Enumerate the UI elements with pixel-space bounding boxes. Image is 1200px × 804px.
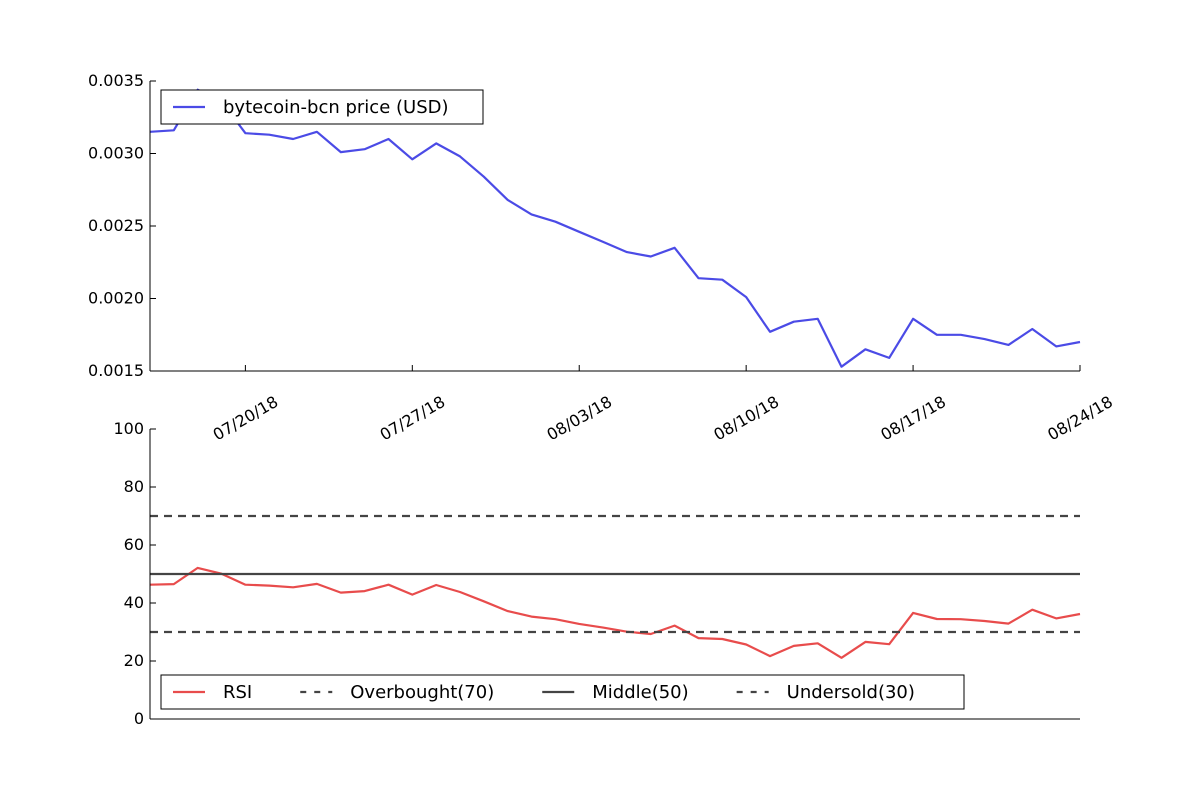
- y-tick-label: 40: [124, 593, 144, 612]
- y-tick-label: 80: [124, 477, 144, 496]
- y-tick-label: 0.0035: [88, 71, 144, 90]
- y-tick-label: 0.0015: [88, 361, 144, 380]
- y-tick-label: 0.0020: [88, 289, 144, 308]
- y-tick-label: 0: [134, 709, 144, 728]
- y-tick-label: 60: [124, 535, 144, 554]
- y-tick-label: 0.0025: [88, 216, 144, 235]
- legend-label: Overbought(70): [350, 682, 494, 703]
- x-tick-label: 07/20/18: [210, 392, 282, 444]
- x-tick-label: 08/17/18: [877, 392, 949, 444]
- legend-label: RSI: [223, 682, 252, 703]
- price-panel: 0.0015 0.0020 0.0025 0.0030 0.0035 07/20/18 07…: [88, 71, 1116, 444]
- x-tick-label: 08/10/18: [710, 392, 782, 444]
- x-tick-label: 08/03/18: [543, 392, 615, 444]
- legend-box: [160, 89, 484, 125]
- legend-label: Undersold(30): [787, 682, 915, 703]
- legend-label: Middle(50): [592, 682, 688, 703]
- series-line-0-0: [149, 88, 1081, 368]
- legend-label: bytecoin-bcn price (USD): [223, 97, 449, 118]
- x-tick-label: 07/27/18: [377, 392, 449, 444]
- series-line-1-0: [149, 566, 1081, 659]
- rsi-panel: 0 20 40 60 80 100 RSI Overbought(70) Middle(50) U…: [113, 419, 1081, 728]
- y-tick-label: 100: [113, 419, 144, 438]
- y-tick-label: 0.0030: [88, 144, 144, 163]
- x-tick-label: 08/24/18: [1044, 392, 1116, 444]
- y-tick-label: 20: [124, 651, 144, 670]
